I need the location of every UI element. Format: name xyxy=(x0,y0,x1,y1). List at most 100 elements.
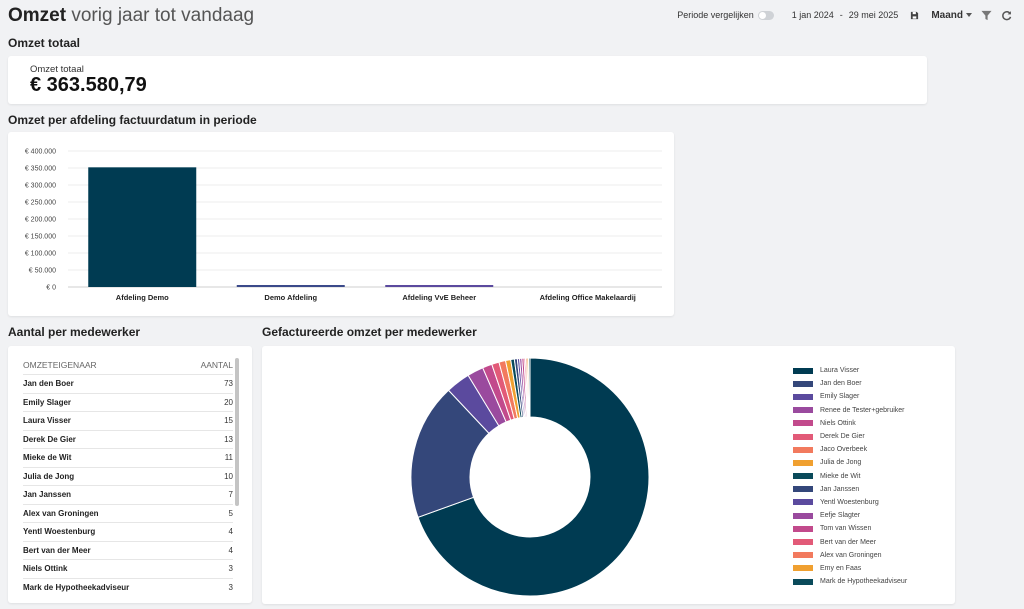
owner-count: 4 xyxy=(228,527,233,537)
table-row[interactable]: Yentl Woestenburg 4 xyxy=(23,522,233,541)
save-icon[interactable] xyxy=(910,11,919,20)
legend-label: Bert van der Meer xyxy=(820,538,877,546)
legend-item[interactable]: Renee de Tester+gebruiker xyxy=(793,404,907,417)
table-row[interactable]: Alex van Groningen 5 xyxy=(23,503,233,523)
table-body: Jan den Boer 73 Emily Slager 20 Laura Visser… xyxy=(23,374,233,596)
legend-swatch xyxy=(793,552,813,559)
y-tick-label: € 300.000 xyxy=(25,183,56,190)
y-tick-label: € 200.000 xyxy=(25,217,56,224)
refresh-icon[interactable] xyxy=(1001,10,1012,21)
legend-item[interactable]: Laura Visser xyxy=(793,364,907,377)
department-bar-chart: € 0 € 50.000 € 100.000 € 150.000 € 200.000 € … xyxy=(25,149,662,302)
owner-count: 20 xyxy=(224,397,233,407)
legend-item[interactable]: Derek De Gier xyxy=(793,430,907,443)
period-label: Maand xyxy=(931,9,963,21)
y-tick-label: € 400.000 xyxy=(25,149,56,156)
legend-label: Renee de Tester+gebruiker xyxy=(820,406,905,414)
legend-swatch xyxy=(793,499,813,506)
date-to[interactable]: 29 mei 2025 xyxy=(848,10,899,20)
donut-slice[interactable] xyxy=(527,357,531,418)
col-owner-header[interactable]: OMZETEIGENAAR xyxy=(23,360,97,370)
legend-item[interactable]: Emily Slager xyxy=(793,390,907,403)
table-row[interactable]: Bert van der Meer 4 xyxy=(23,540,233,560)
legend-label: Eefje Slagter xyxy=(820,512,861,520)
department-chart-card: € 0 € 50.000 € 100.000 € 150.000 € 200.000 € … xyxy=(8,132,674,316)
owner-count: 11 xyxy=(224,453,233,463)
total-value: € 363.580,79 xyxy=(30,74,147,96)
legend-item[interactable]: Emy en Faas xyxy=(793,562,907,575)
legend-swatch xyxy=(793,380,813,387)
legend-item[interactable]: Bert van der Meer xyxy=(793,535,907,548)
page-title-bold: Omzet xyxy=(8,5,67,26)
owner-count: 73 xyxy=(224,379,233,389)
table-row[interactable]: Jan Janssen 7 xyxy=(23,485,233,504)
legend-item[interactable]: Alex van Groningen xyxy=(793,549,907,562)
legend-label: Jan den Boer xyxy=(820,380,862,388)
legend-swatch xyxy=(793,367,813,374)
table-scrollbar[interactable] xyxy=(235,358,239,506)
owner-name: Emily Slager xyxy=(23,397,72,407)
legend-item[interactable]: Tom van Wissen xyxy=(793,522,907,535)
table-section-title: Aantal per medewerker xyxy=(8,325,141,339)
owner-count: 10 xyxy=(224,471,233,481)
y-tick-label: € 50.000 xyxy=(29,268,56,275)
legend-item[interactable]: Mieke de Wit xyxy=(793,470,907,483)
donut-slice[interactable] xyxy=(417,357,650,597)
table-row[interactable]: Derek De Gier 13 xyxy=(23,429,233,449)
legend-item[interactable]: Mark de Hypotheekadviseur xyxy=(793,575,907,588)
table-row[interactable]: Jan den Boer 73 xyxy=(23,374,233,393)
total-label: Omzet totaal xyxy=(30,64,84,75)
legend-item[interactable]: Niels Ottink xyxy=(793,417,907,430)
filter-icon[interactable] xyxy=(981,10,992,21)
donut-chart-card: Laura Visser Jan den Boer Emily Slager Rene… xyxy=(262,346,955,604)
bar[interactable] xyxy=(385,285,494,287)
legend-item[interactable]: Jan den Boer xyxy=(793,377,907,390)
table-row[interactable]: Mieke de Wit 11 xyxy=(23,448,233,467)
legend-item[interactable]: Julia de Jong xyxy=(793,456,907,469)
date-from[interactable]: 1 jan 2024 xyxy=(791,10,834,20)
chevron-down-icon xyxy=(966,13,972,17)
table-header: OMZETEIGENAAR AANTAL xyxy=(23,360,233,370)
x-tick-label: Afdeling VvE Beheer xyxy=(402,293,476,302)
legend-swatch xyxy=(793,525,813,532)
owner-name: Jan den Boer xyxy=(23,379,74,389)
table-row[interactable]: Julia de Jong 10 xyxy=(23,466,233,486)
owner-name: Mieke de Wit xyxy=(23,453,72,463)
legend-label: Yentl Woestenburg xyxy=(820,498,879,506)
legend-swatch xyxy=(793,578,813,585)
donut-legend: Laura Visser Jan den Boer Emily Slager Rene… xyxy=(793,364,907,588)
legend-item[interactable]: Eefje Slagter xyxy=(793,509,907,522)
y-tick-label: € 100.000 xyxy=(25,251,56,258)
compare-toggle[interactable] xyxy=(757,10,774,20)
legend-swatch xyxy=(793,393,813,400)
legend-swatch xyxy=(793,565,813,572)
bar[interactable] xyxy=(88,167,197,287)
total-card: Omzet totaal € 363.580,79 xyxy=(8,56,927,104)
legend-swatch xyxy=(793,512,813,519)
table-row[interactable]: Emily Slager 20 xyxy=(23,392,233,412)
owner-name: Niels Ottink xyxy=(23,564,68,574)
legend-swatch xyxy=(793,407,813,414)
legend-item[interactable]: Yentl Woestenburg xyxy=(793,496,907,509)
legend-item[interactable]: Jaco Overbeek xyxy=(793,443,907,456)
legend-swatch xyxy=(793,459,813,466)
legend-label: Jan Janssen xyxy=(820,485,860,493)
toolbar: Periode vergelijken 1 jan 2024 - 29 mei … xyxy=(677,8,1012,22)
table-row[interactable]: Niels Ottink 3 xyxy=(23,559,233,578)
legend-label: Niels Ottink xyxy=(820,419,856,427)
owner-count: 13 xyxy=(224,434,233,444)
page-title: Omzet vorig jaar tot vandaag xyxy=(8,5,254,27)
legend-label: Laura Visser xyxy=(820,367,860,375)
owner-count: 4 xyxy=(228,545,233,555)
table-row[interactable]: Mark de Hypotheekadviseur 3 xyxy=(23,577,233,597)
col-count-header[interactable]: AANTAL xyxy=(200,360,233,370)
page-title-subtitle: vorig jaar tot vandaag xyxy=(71,5,255,26)
owner-count: 7 xyxy=(228,490,233,500)
legend-item[interactable]: Jan Janssen xyxy=(793,483,907,496)
donut-slice[interactable] xyxy=(410,389,490,518)
legend-label: Emily Slager xyxy=(820,393,860,401)
period-dropdown[interactable]: Maand xyxy=(931,10,972,21)
table-row[interactable]: Laura Visser 15 xyxy=(23,411,233,430)
owner-count: 5 xyxy=(228,508,233,518)
bar[interactable] xyxy=(236,285,345,287)
